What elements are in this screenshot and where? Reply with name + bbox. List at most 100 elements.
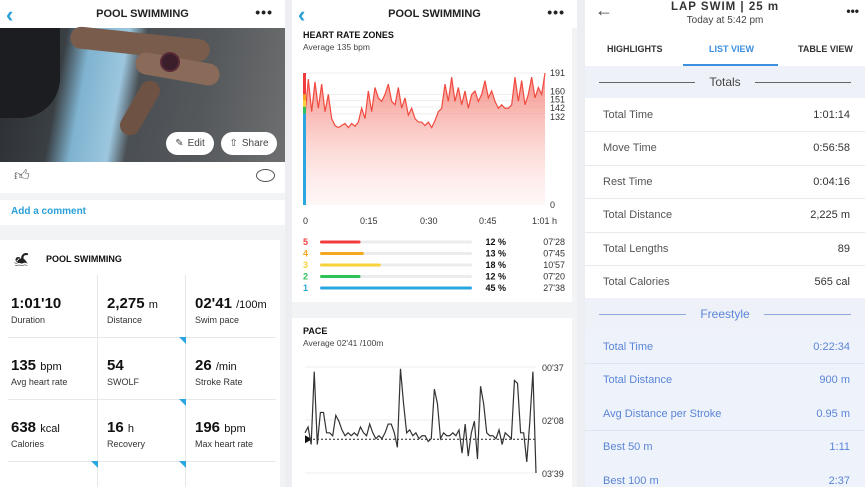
row-value: 0:04:16 — [813, 175, 850, 188]
view-tabs: HIGHLIGHTS LIST VIEW TABLE VIEW — [585, 34, 865, 66]
pace-card: PACE Average 02'41 /100m — [292, 318, 572, 487]
pace-line — [304, 368, 537, 474]
stat-value: 2,275 m — [107, 295, 158, 312]
swimming-icon: 🏊︎ — [13, 252, 30, 267]
y-tick-label: 142 — [550, 103, 565, 113]
stat-value: 196 bpm — [195, 419, 246, 436]
zone-number: 4 — [303, 249, 308, 259]
hr-line — [304, 72, 546, 129]
header: ← LAP SWIM | 25 m Today at 5:42 pm ••• — [585, 0, 865, 34]
row-label: Best 100 m — [603, 474, 659, 487]
row-label: Rest Time — [603, 175, 653, 188]
pace-title: PACE — [303, 326, 328, 336]
stat-label: Recovery — [107, 439, 146, 449]
row-label: Avg Distance per Stroke — [603, 407, 722, 420]
more-icon[interactable]: ••• — [846, 4, 859, 18]
workout-summary-screen: ‹ POOL SWIMMING ••• ✎ Edit ⇧ Share 👍︎ Add … — [0, 0, 285, 487]
row-value: 0.95 m — [816, 407, 850, 420]
list-row: Total Calories 565 cal — [585, 266, 865, 300]
row-value: 1:11 — [829, 441, 850, 453]
list-row: Total Distance 2,225 m — [585, 199, 865, 233]
zone-bar-fill — [320, 240, 361, 244]
stat-unit: m — [148, 299, 158, 311]
header: ‹ POOL SWIMMING ••• — [292, 0, 577, 28]
row-value: 565 cal — [814, 276, 850, 288]
back-arrow-icon[interactable]: ← — [595, 0, 613, 20]
stat-cell: 26 /min Stroke Rate — [195, 357, 283, 417]
list-row: Total Time 1:01:14 — [585, 98, 865, 132]
row-label: Total Distance — [603, 209, 673, 221]
stat-value: 1:01'10 — [11, 295, 62, 312]
lap-swim-screen: ← LAP SWIM | 25 m Today at 5:42 pm ••• H… — [585, 0, 865, 487]
list-row: Best 50 m 1:11 — [585, 430, 865, 465]
row-value: 0:22:34 — [813, 340, 850, 353]
more-icon[interactable]: ••• — [255, 4, 273, 20]
share-icon: ⇧ — [229, 138, 238, 149]
pace-subtitle: Average 02'41 /100m — [303, 338, 384, 348]
zone-number: 1 — [303, 283, 308, 293]
row-value: 1:01:14 — [813, 108, 850, 121]
add-comment-link[interactable]: Add a comment — [0, 200, 285, 225]
stat-label: Swim pace — [195, 315, 240, 325]
row-label: Move Time — [603, 142, 657, 154]
zone-bar-fill — [320, 275, 361, 278]
row-label: Total Lengths — [603, 242, 669, 255]
stat-label: Duration — [11, 315, 46, 325]
row-label: Total Calories — [603, 276, 670, 288]
back-icon[interactable]: ‹ — [6, 2, 14, 27]
zone-time: 10'57 — [543, 260, 565, 270]
tab-table-view[interactable]: TABLE VIEW — [798, 44, 853, 54]
stat-unit: h — [127, 423, 134, 435]
list-row: Move Time 0:56:58 — [585, 132, 865, 166]
back-icon[interactable]: ‹ — [298, 2, 306, 27]
tab-list-view[interactable]: LIST VIEW — [709, 44, 754, 54]
y-tick-label: 132 — [550, 112, 565, 122]
freestyle-header: Freestyle — [585, 298, 865, 330]
thumbs-up-icon[interactable]: 👍︎ — [14, 167, 30, 184]
reactions-row: 👍︎ — [0, 162, 285, 193]
zone-bar-fill — [320, 286, 472, 290]
stat-value: 26 /min — [195, 357, 237, 374]
hr-area — [305, 73, 545, 205]
row-value: 2:37 — [828, 474, 850, 487]
stat-cell: 16 h Recovery — [107, 419, 195, 479]
page-title: LAP SWIM | 25 m — [670, 1, 780, 13]
edit-button[interactable]: ✎ Edit — [166, 132, 214, 155]
zone-axis-segment — [303, 100, 306, 107]
comment-icon[interactable] — [256, 169, 275, 182]
y-tick-label: 0 — [550, 200, 555, 210]
x-tick-label: 0:15 — [360, 216, 378, 226]
zone-bar-fill — [320, 252, 364, 255]
stat-unit: /min — [215, 361, 237, 373]
stat-label: SWOLF — [107, 377, 140, 387]
tab-highlights[interactable]: HIGHLIGHTS — [607, 44, 663, 54]
zone-number: 2 — [303, 272, 308, 282]
zone-percent: 45 % — [485, 283, 506, 293]
row-label: Total Distance — [603, 374, 673, 386]
stat-value: 02'41 /100m — [195, 295, 267, 312]
stat-label: Stroke Rate — [195, 377, 243, 387]
stat-cell: 638 kcal Calories — [11, 419, 99, 479]
zone-time: 07'45 — [543, 249, 565, 259]
stat-value: 54 — [107, 357, 124, 374]
y-tick-label: 160 — [550, 86, 565, 96]
active-tab-indicator — [683, 64, 778, 66]
info-corner-icon — [179, 337, 186, 344]
info-corner-icon — [91, 461, 98, 468]
zone-percent: 12 % — [485, 272, 506, 282]
more-icon[interactable]: ••• — [547, 4, 565, 20]
stat-unit: kcal — [40, 423, 60, 435]
zone-time: 27'38 — [543, 283, 565, 293]
zone-axis-segment — [303, 73, 306, 95]
stat-label: Distance — [107, 315, 143, 325]
totals-header: Totals — [585, 66, 865, 98]
workout-analysis-screen: ‹ POOL SWIMMING ••• HEART RATE ZONES Ave… — [292, 0, 577, 487]
share-button[interactable]: ⇧ Share — [221, 132, 277, 155]
stat-unit: bpm — [224, 423, 246, 435]
row-label: Total Time — [603, 108, 654, 121]
stat-cell: 1:01'10 Duration — [11, 295, 99, 355]
x-tick-label: 1:01 h — [532, 216, 557, 226]
page-subtitle: Today at 5:42 pm — [686, 15, 764, 26]
stat-value: 135 bpm — [11, 357, 62, 374]
stat-label: Max heart rate — [195, 439, 254, 449]
